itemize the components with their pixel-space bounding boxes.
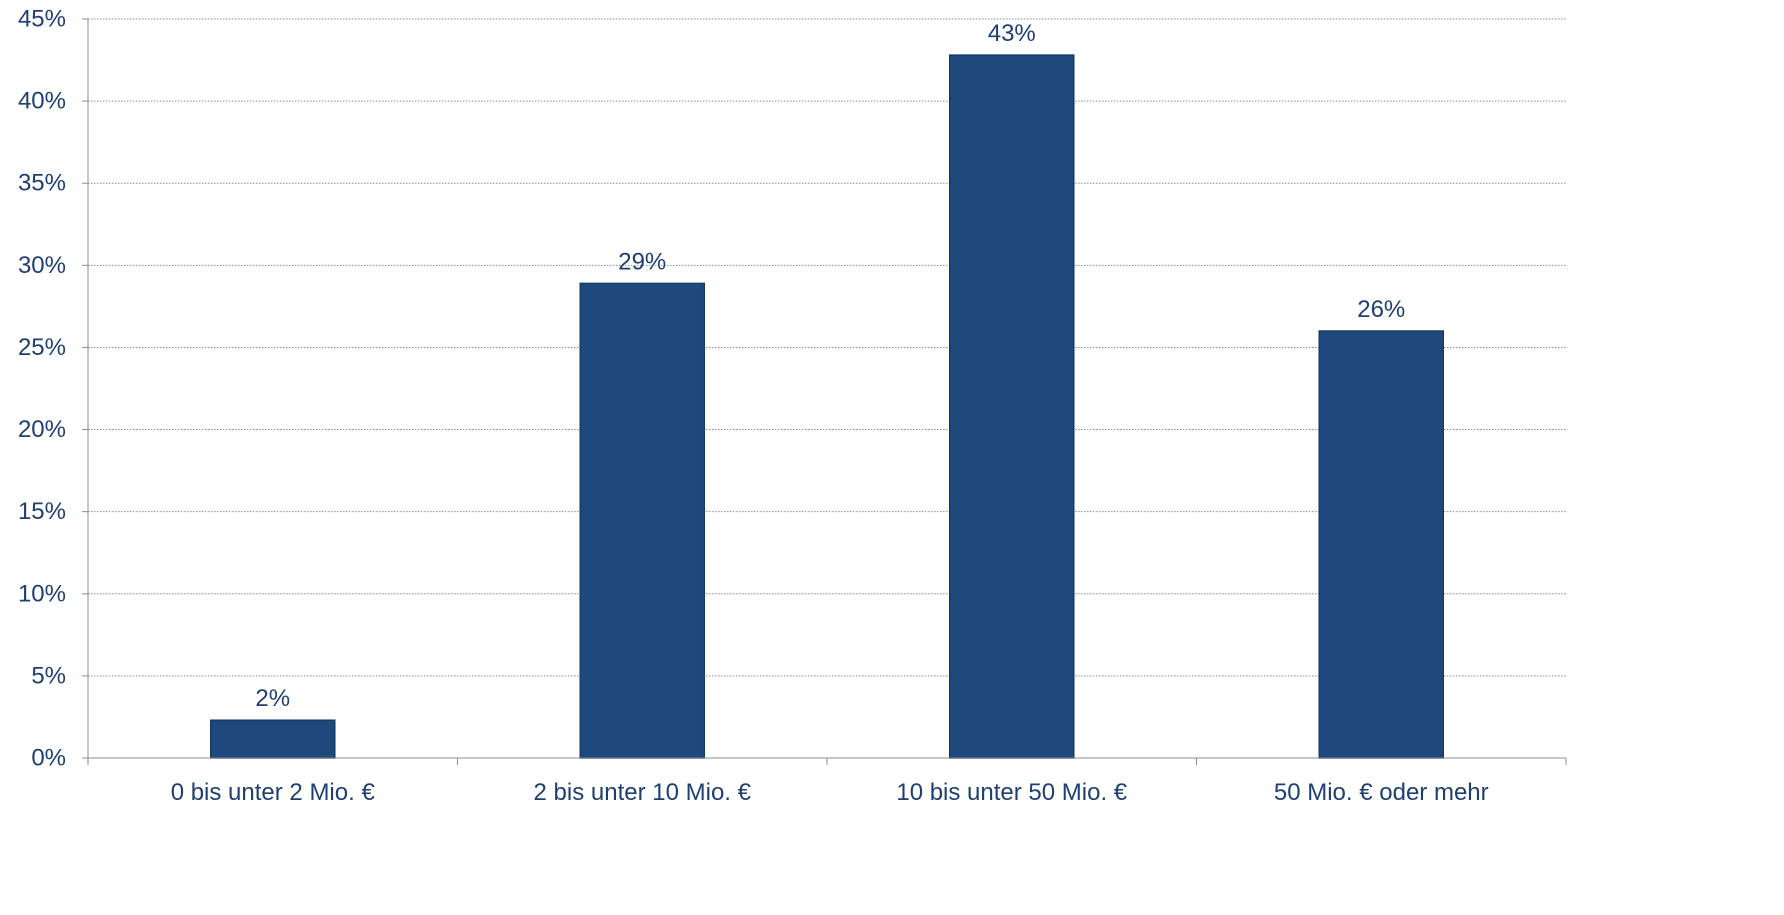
bar bbox=[949, 54, 1075, 759]
y-tick-label: 40% bbox=[18, 88, 66, 115]
x-tick-label: 10 bis unter 50 Mio. € bbox=[896, 779, 1127, 806]
y-tick-label: 5% bbox=[31, 662, 66, 689]
bar bbox=[579, 282, 705, 759]
data-label: 2% bbox=[255, 685, 290, 712]
bar bbox=[1318, 330, 1444, 759]
data-label: 43% bbox=[988, 20, 1036, 47]
y-tick-label: 30% bbox=[18, 252, 66, 279]
bar bbox=[210, 719, 336, 759]
y-tick-label: 25% bbox=[18, 334, 66, 361]
y-tick-label: 10% bbox=[18, 580, 66, 607]
y-tick-labels: 0% 5% 10% 15% 20% 25% 30% 35% 40% 45% bbox=[18, 6, 66, 772]
data-labels: 2% 29% 43% 26% bbox=[255, 20, 1405, 712]
y-tick-label: 0% bbox=[31, 745, 66, 772]
bars bbox=[210, 54, 1444, 759]
x-tick-labels: 0 bis unter 2 Mio. € 2 bis unter 10 Mio. … bbox=[171, 779, 1489, 806]
x-tick-label: 2 bis unter 10 Mio. € bbox=[534, 779, 752, 806]
gridlines bbox=[88, 18, 1566, 677]
y-tick-label: 15% bbox=[18, 498, 66, 525]
x-tick-label: 50 Mio. € oder mehr bbox=[1274, 779, 1489, 806]
y-tick-label: 20% bbox=[18, 416, 66, 443]
y-tick-label: 45% bbox=[18, 6, 66, 33]
axes bbox=[82, 18, 1567, 765]
data-label: 29% bbox=[618, 248, 666, 275]
data-label: 26% bbox=[1357, 296, 1405, 323]
y-tick-label: 35% bbox=[18, 170, 66, 197]
x-tick-label: 0 bis unter 2 Mio. € bbox=[171, 779, 376, 806]
